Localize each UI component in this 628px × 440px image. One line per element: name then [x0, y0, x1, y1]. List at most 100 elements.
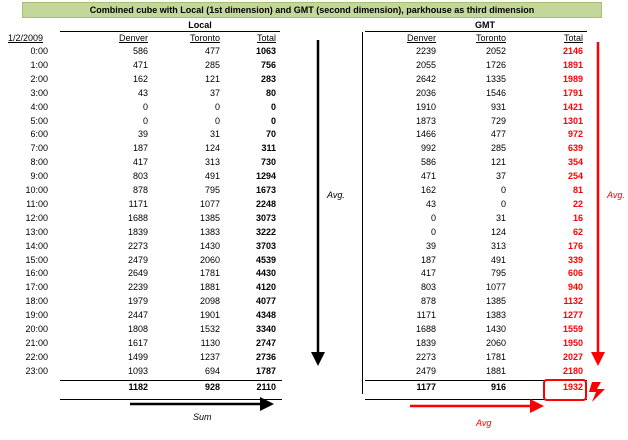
gmt-total-cell: 22 — [572, 198, 583, 209]
gmt-total-cell: 1791 — [562, 87, 583, 98]
local-hour-cell: 23:00 — [25, 365, 48, 376]
local-total-cell: 4120 — [255, 282, 276, 293]
gmt-toronto-cell: 729 — [490, 115, 506, 126]
gmt-total-cell: 1891 — [562, 59, 583, 70]
gmt-toronto-cell: 1726 — [485, 59, 506, 70]
local-header-denver: Denver — [118, 33, 148, 43]
local-hour-cell: 7:00 — [30, 143, 48, 154]
local-toronto-cell: 285 — [204, 59, 220, 70]
local-avg-annotation: Avg. — [327, 190, 345, 200]
gmt-total-cell: 2146 — [562, 46, 583, 56]
gmt-header-rule — [365, 31, 587, 32]
local-hour-cell: 5:00 — [30, 115, 48, 126]
gmt-denver-cell: 878 — [420, 296, 436, 307]
local-denver-cell: 1093 — [127, 365, 148, 376]
local-denver-cell: 187 — [132, 143, 148, 154]
local-avg-rule — [60, 380, 282, 381]
gmt-total-cell: 1132 — [563, 296, 583, 307]
local-header-total: Total — [256, 33, 276, 43]
local-denver-cell: 471 — [132, 59, 148, 70]
sheet-title: Combined cube with Local (1st dimension)… — [22, 2, 602, 18]
local-denver-cell: 2273 — [127, 240, 148, 251]
local-hour-cell: 15:00 — [25, 254, 48, 265]
gmt-toronto-cell: 795 — [490, 268, 506, 279]
local-toronto-cell: 1881 — [199, 282, 220, 293]
gmt-section-label: GMT — [475, 20, 495, 30]
local-total-cell: 1673 — [255, 185, 276, 195]
gmt-total-cell: 940 — [567, 282, 583, 293]
gmt-header-denver: Denver — [406, 33, 436, 43]
local-denver-cell: 0 — [142, 115, 148, 126]
local-total-cell: 311 — [261, 143, 276, 154]
local-total-cell: 4430 — [255, 268, 276, 279]
local-avg-total: 2110 — [256, 382, 276, 392]
gmt-avg-rule — [365, 380, 587, 381]
local-denver-cell: 39 — [137, 129, 148, 140]
gmt-denver-cell: 162 — [420, 185, 436, 195]
local-denver-cell: 1688 — [127, 212, 148, 223]
local-total-cell: 1063 — [255, 46, 276, 56]
local-total-cell: 2747 — [255, 337, 276, 348]
local-toronto-cell: 1385 — [199, 212, 220, 223]
local-denver-cell: 162 — [132, 73, 148, 84]
gmt-avg-annotation: Avg. — [607, 190, 625, 200]
gmt-total-cell: 254 — [567, 171, 583, 182]
local-denver-cell: 1839 — [127, 226, 148, 237]
local-denver-cell: 586 — [132, 46, 148, 56]
local-total-cell: 1294 — [255, 171, 276, 182]
local-denver-cell: 2239 — [127, 282, 148, 293]
gmt-avg-arrow — [591, 42, 605, 366]
gmt-toronto-cell: 285 — [490, 143, 506, 154]
gmt-total-cell: 1989 — [562, 73, 583, 84]
local-toronto-cell: 1901 — [199, 310, 220, 321]
gmt-denver-cell: 2273 — [415, 351, 436, 362]
local-denver-cell: 1808 — [127, 324, 148, 334]
gmt-denver-cell: 43 — [425, 198, 436, 209]
gmt-denver-cell: 2239 — [415, 46, 436, 56]
gmt-toronto-cell: 1781 — [485, 351, 506, 362]
local-denver-cell: 417 — [132, 157, 148, 168]
gmt-denver-cell: 586 — [420, 157, 436, 168]
local-denver-cell: 803 — [132, 171, 148, 182]
gmt-denver-cell: 803 — [420, 282, 436, 293]
local-hour-cell: 3:00 — [30, 87, 48, 98]
local-total-cell: 756 — [260, 59, 276, 70]
gmt-toronto-cell: 313 — [490, 240, 506, 251]
result-highlight-box — [543, 379, 587, 401]
local-toronto-cell: 0 — [214, 115, 220, 126]
local-total-cell: 70 — [265, 129, 276, 140]
local-hour-cell: 16:00 — [25, 268, 48, 279]
gmt-denver-cell: 1466 — [415, 129, 436, 140]
local-total-cell: 4077 — [255, 296, 276, 307]
local-toronto-cell: 1130 — [200, 337, 220, 348]
local-total-cell: 4539 — [255, 254, 276, 265]
local-hour-cell: 11:00 — [26, 198, 48, 209]
gmt-total-cell: 62 — [572, 226, 583, 237]
local-bottom-rule — [60, 399, 282, 400]
gmt-avg-toronto: 916 — [490, 382, 506, 392]
gmt-total-cell: 1950 — [562, 337, 583, 348]
local-hour-cell: 4:00 — [30, 101, 48, 112]
gmt-denver-cell: 417 — [420, 268, 436, 279]
gmt-toronto-cell: 1881 — [485, 365, 506, 376]
local-hour-cell: 18:00 — [25, 296, 48, 307]
local-denver-cell: 1499 — [127, 351, 148, 362]
local-avg-toronto: 928 — [204, 382, 220, 392]
gmt-toronto-cell: 491 — [490, 254, 506, 265]
gmt-header-toronto: Toronto — [475, 33, 506, 43]
local-hour-cell: 10:00 — [25, 185, 48, 195]
local-header-rule — [60, 31, 280, 32]
gmt-denver-cell: 471 — [420, 171, 436, 182]
gmt-total-cell: 1301 — [562, 115, 583, 126]
local-hour-cell: 2:00 — [30, 73, 48, 84]
gmt-toronto-cell: 2060 — [485, 337, 506, 348]
gmt-total-cell: 354 — [567, 157, 583, 168]
gmt-denver-cell: 2479 — [415, 365, 436, 376]
gmt-denver-cell: 992 — [420, 143, 436, 154]
local-total-cell: 2736 — [255, 351, 276, 362]
local-total-cell: 1787 — [255, 365, 276, 376]
local-total-cell: 3222 — [255, 226, 276, 237]
local-hour-cell: 20:00 — [25, 324, 48, 334]
gmt-denver-cell: 1688 — [415, 324, 436, 334]
